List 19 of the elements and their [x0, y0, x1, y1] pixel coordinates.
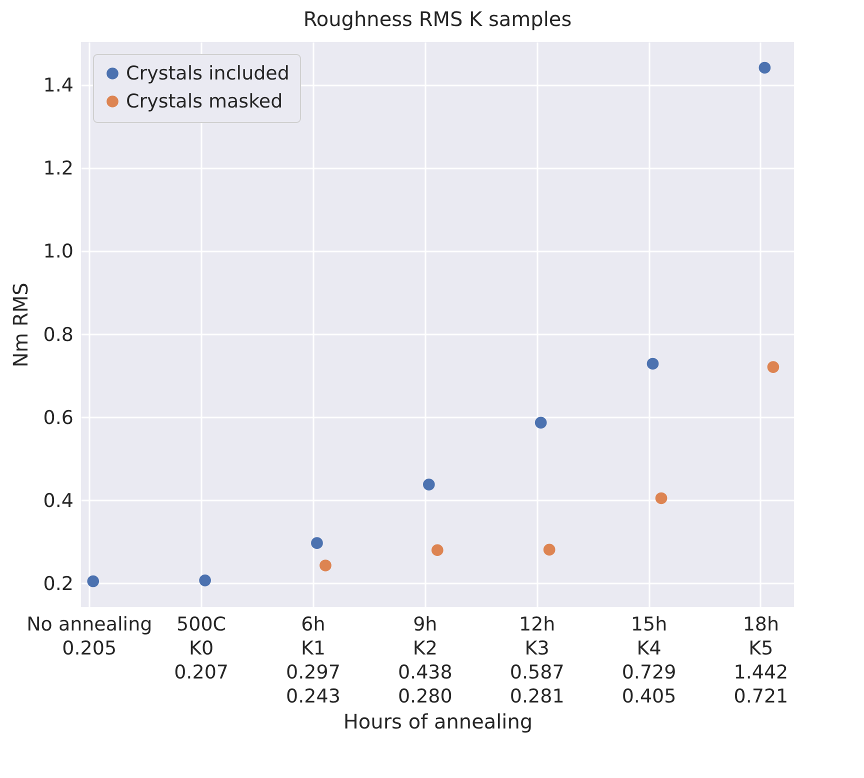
x-axis-title: Hours of annealing [343, 710, 533, 734]
y-tick-label: 1.0 [43, 240, 74, 263]
x-tick-label: 6h K1 0.297 0.243 [286, 614, 340, 708]
y-tick-label: 0.6 [43, 406, 74, 429]
legend-label: Crystals included [126, 62, 290, 84]
y-tick-label: 0.2 [43, 572, 74, 595]
x-tick-label: No annealing 0.205 [26, 614, 152, 660]
chart-title: Roughness RMS K samples [303, 7, 572, 31]
y-tick-label: 0.8 [43, 324, 74, 346]
y-axis-title: Nm RMS [8, 282, 32, 368]
y-tick-label: 0.4 [43, 490, 74, 512]
y-tick-label: 1.4 [43, 74, 74, 97]
x-tick-label: 500C K0 0.207 [174, 614, 229, 684]
y-tick-label: 1.2 [43, 158, 74, 180]
legend-label: Crystals masked [126, 90, 283, 112]
x-tick-label: 15h K4 0.729 0.405 [622, 614, 676, 708]
x-tick-label: 18h K5 1.442 0.721 [734, 614, 788, 708]
x-tick-label: 12h K3 0.587 0.281 [510, 614, 564, 708]
x-tick-label: 9h K2 0.438 0.280 [398, 614, 452, 708]
